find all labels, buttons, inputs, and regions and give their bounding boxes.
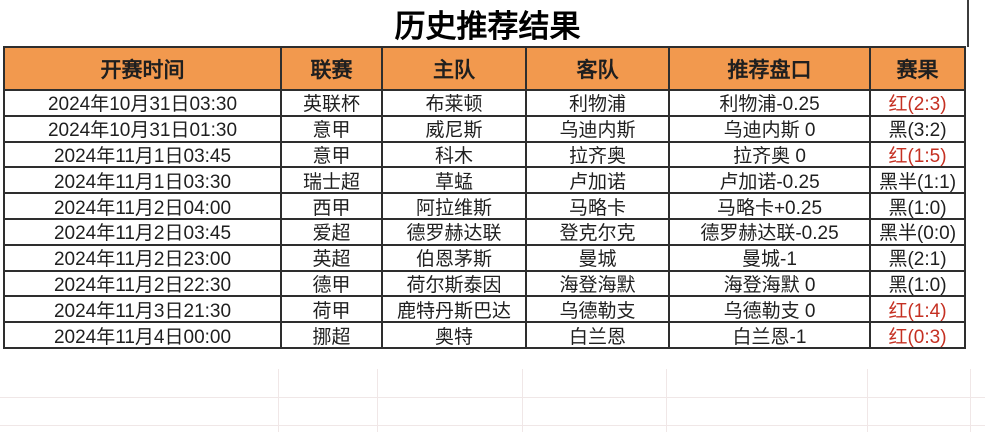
time-cell[interactable]: 2024年10月31日03:30	[47, 94, 238, 115]
table-header-row: 开赛时间 联赛 主队 客队 推荐盘口 赛果	[5, 48, 964, 89]
handicap-cell[interactable]: 海登海默 0	[668, 271, 869, 296]
page-title: 历史推荐结果	[394, 8, 581, 44]
faint-gridline-vertical	[867, 369, 868, 432]
away-team-cell[interactable]: 白兰恩	[525, 323, 668, 347]
time-cell[interactable]: 2024年11月2日04:00	[53, 197, 232, 218]
league-cell[interactable]: 瑞士超	[280, 168, 381, 193]
time-cell[interactable]: 2024年11月1日03:30	[53, 171, 232, 193]
results-table: 开赛时间 联赛 主队 客队 推荐盘口 赛果 2024年10月31日03:30 英…	[3, 46, 966, 349]
table-row: 2024年11月2日23:00 英超 伯恩茅斯 曼城 曼城-1 黑(2:1)	[5, 243, 964, 270]
result-cell[interactable]: 黑(3:2)	[869, 116, 964, 141]
league-cell[interactable]: 挪超	[280, 323, 381, 347]
handicap-cell[interactable]: 白兰恩-1	[668, 323, 869, 347]
time-cell[interactable]: 2024年11月2日22:30	[53, 274, 232, 296]
time-cell[interactable]: 2024年11月4日00:00	[53, 326, 232, 347]
time-cell[interactable]: 2024年10月31日01:30	[47, 120, 238, 141]
table-row: 2024年11月2日22:30 德甲 荷尔斯泰因 海登海默 海登海默 0 黑(1…	[5, 269, 964, 296]
away-team-cell[interactable]: 乌迪内斯	[525, 116, 668, 141]
away-team-cell[interactable]: 拉齐奥	[525, 142, 668, 167]
faint-gridline-vertical	[377, 369, 378, 432]
result-cell[interactable]: 黑(2:1)	[869, 245, 964, 270]
result-cell[interactable]: 黑(1:0)	[869, 194, 964, 218]
home-team-cell[interactable]: 荷尔斯泰因	[381, 271, 525, 296]
handicap-cell[interactable]: 曼城-1	[668, 245, 869, 270]
table-row: 2024年11月1日03:30 瑞士超 草蜢 卢加诺 卢加诺-0.25 黑半(1…	[5, 166, 964, 193]
away-team-cell[interactable]: 马略卡	[525, 194, 668, 218]
league-cell[interactable]: 西甲	[280, 194, 381, 218]
result-cell[interactable]: 黑半(0:0)	[869, 219, 964, 244]
time-cell[interactable]: 2024年11月3日21:30	[53, 300, 232, 322]
home-team-cell[interactable]: 草蜢	[381, 168, 525, 193]
time-cell[interactable]: 2024年11月1日03:45	[53, 146, 232, 167]
handicap-cell[interactable]: 乌德勒支 0	[668, 297, 869, 322]
faint-gridline-vertical	[278, 369, 279, 432]
table-row: 2024年10月31日03:30 英联杯 布莱顿 利物浦 利物浦-0.25 红(…	[5, 89, 964, 115]
home-team-cell[interactable]: 鹿特丹斯巴达	[381, 297, 525, 322]
table-row: 2024年10月31日01:30 意甲 威尼斯 乌迪内斯 乌迪内斯 0 黑(3:…	[5, 114, 964, 141]
home-team-cell[interactable]: 科木	[381, 142, 525, 167]
result-cell[interactable]: 红(2:3)	[869, 91, 964, 115]
faint-gridline-horizontal	[0, 397, 985, 398]
handicap-cell[interactable]: 卢加诺-0.25	[668, 168, 869, 193]
result-cell[interactable]: 红(0:3)	[869, 323, 964, 347]
handicap-cell[interactable]: 拉齐奥 0	[668, 142, 869, 167]
away-team-cell[interactable]: 海登海默	[525, 271, 668, 296]
faint-gridline-vertical	[666, 369, 667, 432]
faint-gridline-vertical	[970, 369, 971, 432]
time-cell[interactable]: 2024年11月2日03:45	[53, 223, 232, 244]
league-cell[interactable]: 荷甲	[280, 297, 381, 322]
away-team-cell[interactable]: 卢加诺	[525, 168, 668, 193]
table-row: 2024年11月3日21:30 荷甲 鹿特丹斯巴达 乌德勒支 乌德勒支 0 红(…	[5, 295, 964, 322]
result-cell[interactable]: 红(1:5)	[869, 142, 964, 167]
home-team-cell[interactable]: 威尼斯	[381, 116, 525, 141]
table-row: 2024年11月2日03:45 爱超 德罗赫达联 登克尔克 德罗赫达联-0.25…	[5, 217, 964, 244]
home-team-cell[interactable]: 德罗赫达联	[381, 219, 525, 244]
away-team-cell[interactable]: 利物浦	[525, 91, 668, 115]
handicap-cell[interactable]: 利物浦-0.25	[668, 91, 869, 115]
gridline-above-table	[967, 0, 969, 47]
handicap-cell[interactable]: 马略卡+0.25	[668, 194, 869, 218]
time-cell[interactable]: 2024年11月2日23:00	[53, 249, 232, 270]
league-cell[interactable]: 爱超	[280, 219, 381, 244]
league-cell[interactable]: 意甲	[280, 116, 381, 141]
home-team-cell[interactable]: 伯恩茅斯	[381, 245, 525, 270]
league-cell[interactable]: 德甲	[280, 271, 381, 296]
away-team-cell[interactable]: 登克尔克	[525, 219, 668, 244]
header-cell-time[interactable]: 开赛时间	[100, 58, 185, 82]
home-team-cell[interactable]: 阿拉维斯	[381, 194, 525, 218]
header-cell-handicap[interactable]: 推荐盘口	[668, 48, 869, 89]
away-team-cell[interactable]: 曼城	[525, 245, 668, 270]
table-row: 2024年11月2日04:00 西甲 阿拉维斯 马略卡 马略卡+0.25 黑(1…	[5, 192, 964, 218]
league-cell[interactable]: 意甲	[280, 142, 381, 167]
header-cell-home[interactable]: 主队	[381, 48, 525, 89]
result-cell[interactable]: 黑半(1:1)	[869, 168, 964, 193]
result-cell[interactable]: 黑(1:0)	[869, 271, 964, 296]
faint-gridline-vertical	[522, 369, 523, 432]
result-cell[interactable]: 红(1:4)	[869, 297, 964, 322]
handicap-cell[interactable]: 乌迪内斯 0	[668, 116, 869, 141]
header-cell-result[interactable]: 赛果	[869, 48, 964, 89]
away-team-cell[interactable]: 乌德勒支	[525, 297, 668, 322]
home-team-cell[interactable]: 布莱顿	[381, 91, 525, 115]
table-row: 2024年11月4日00:00 挪超 奥特 白兰恩 白兰恩-1 红(0:3)	[5, 321, 964, 347]
header-cell-away[interactable]: 客队	[525, 48, 668, 89]
header-cell-league[interactable]: 联赛	[280, 48, 381, 89]
faint-gridline-horizontal	[0, 425, 985, 426]
league-cell[interactable]: 英超	[280, 245, 381, 270]
league-cell[interactable]: 英联杯	[280, 91, 381, 115]
home-team-cell[interactable]: 奥特	[381, 323, 525, 347]
handicap-cell[interactable]: 德罗赫达联-0.25	[668, 219, 869, 244]
table-row: 2024年11月1日03:45 意甲 科木 拉齐奥 拉齐奥 0 红(1:5)	[5, 140, 964, 167]
